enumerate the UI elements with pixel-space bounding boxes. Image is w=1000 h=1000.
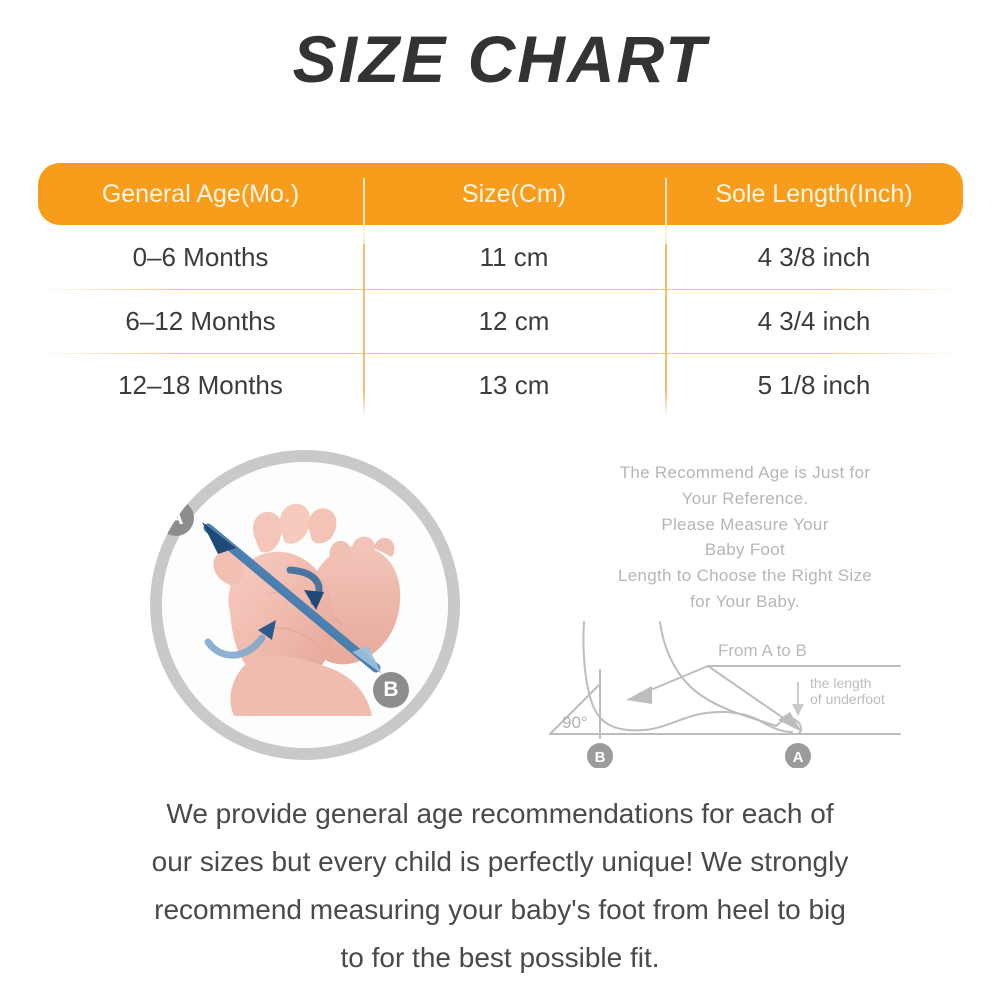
note-line: Length to Choose the Right Size (617, 566, 873, 586)
page-title: SIZE CHART (292, 22, 708, 96)
photo-badge-b: B (373, 672, 409, 708)
illustration-section: A B The Recommend Age is Just for Your R… (0, 440, 1000, 780)
table-body: 0–6 Months 11 cm 4 3/8 inch 6–12 Months … (38, 225, 963, 417)
recommendation-note: The Recommend Age is Just for Your Refer… (545, 460, 945, 615)
baby-foot-photo: A B (150, 450, 460, 760)
diagram-badge-b-circle (587, 743, 613, 768)
table-row: 6–12 Months 12 cm 4 3/4 inch (38, 289, 963, 353)
note-line: Your Reference. (681, 488, 809, 508)
cell-age: 6–12 Months (125, 305, 276, 336)
table-header-row: General Age(Mo.) Size(Cm) Sole Length(In… (38, 163, 963, 244)
cell-age: 12–18 Months (118, 369, 283, 400)
note-line: for Your Baby. (690, 592, 800, 612)
cell-sole-length-inch: 4 3/4 inch (757, 305, 871, 336)
table-header-cell-size-cm: Size(Cm) (363, 177, 665, 244)
curved-arrow-upper (286, 566, 324, 610)
cell-size-cm: 12 cm (478, 305, 550, 336)
note-line: Please Measure Your (661, 514, 829, 534)
baby-foot-illustration (162, 462, 448, 748)
table-row: 0–6 Months 11 cm 4 3/8 inch (38, 225, 963, 289)
footer-paragraph: We provide general age recommendations f… (55, 790, 945, 982)
photo-badge-a: A (158, 500, 194, 536)
measure-arrow (202, 522, 382, 674)
label-right-angle: 90° (562, 713, 588, 732)
curved-arrow-lower (204, 620, 276, 659)
foot-measure-svg: From A to B the length of underfoot 90° … (549, 621, 901, 768)
cell-size-cm: 11 cm (479, 241, 549, 272)
column-divider-1 (363, 225, 365, 417)
paragraph-line: recommend measuring your baby's foot fro… (154, 894, 846, 925)
label-underfoot-line2: of underfoot (810, 691, 885, 707)
arrow-to-heel (626, 686, 652, 704)
paragraph-line: our sizes but every child is perfectly u… (151, 846, 849, 877)
cell-sole-length-inch: 5 1/8 inch (757, 369, 871, 400)
table-row: 12–18 Months 13 cm 5 1/8 inch (38, 353, 963, 417)
diagram-badge-a-circle (785, 743, 811, 768)
note-line: The Recommend Age is Just for (619, 463, 871, 482)
label-from-a-to-b: From A to B (718, 641, 807, 660)
size-chart-table: General Age(Mo.) Size(Cm) Sole Length(In… (38, 163, 963, 417)
column-divider-2 (665, 225, 667, 417)
cell-sole-length-inch: 4 3/8 inch (757, 241, 871, 272)
cell-age: 0–6 Months (132, 241, 269, 272)
note-line: Baby Foot (704, 540, 786, 560)
table-header-cell-sole-length-inch: Sole Length(Inch) (665, 177, 963, 244)
foot-measure-diagram: From A to B the length of underfoot 90° … (540, 608, 950, 768)
paragraph-line: We provide general age recommendations f… (166, 798, 834, 829)
diagram-badge-a: A (793, 749, 804, 766)
paragraph-line: to for the best possible fit. (340, 942, 660, 973)
table-header-cell-age: General Age(Mo.) (101, 179, 300, 208)
label-underfoot-line1: the length (810, 675, 872, 691)
diagram-badge-b: B (595, 749, 606, 766)
arrow-to-toe (778, 712, 802, 732)
arrow-underfoot (792, 704, 804, 716)
baby-foot-photo-inner (162, 462, 448, 748)
cell-size-cm: 13 cm (478, 369, 550, 400)
